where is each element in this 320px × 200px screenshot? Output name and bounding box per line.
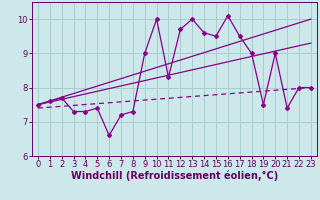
X-axis label: Windchill (Refroidissement éolien,°C): Windchill (Refroidissement éolien,°C) <box>71 171 278 181</box>
